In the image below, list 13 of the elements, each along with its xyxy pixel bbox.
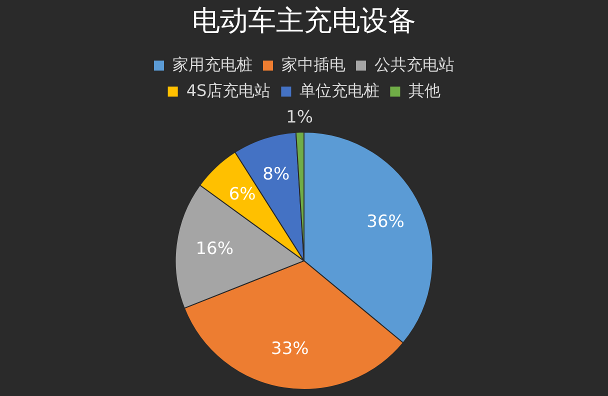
data-label: 8% bbox=[262, 164, 290, 185]
chart-title: 电动车主充电设备 bbox=[192, 4, 416, 38]
legend-label: 其他 bbox=[408, 80, 441, 100]
data-label: 33% bbox=[271, 339, 309, 360]
legend-label: 公共充电站 bbox=[374, 54, 454, 74]
data-label: 1% bbox=[286, 108, 314, 128]
data-label: 16% bbox=[196, 238, 234, 259]
legend-label: 家中插电 bbox=[282, 54, 346, 74]
legend-label: 4S店充电站 bbox=[186, 80, 271, 100]
data-label: 6% bbox=[228, 184, 256, 205]
legend-label: 家用充电桩 bbox=[172, 54, 252, 74]
legend-label: 单位充电桩 bbox=[300, 80, 380, 100]
data-label: 36% bbox=[366, 212, 404, 232]
